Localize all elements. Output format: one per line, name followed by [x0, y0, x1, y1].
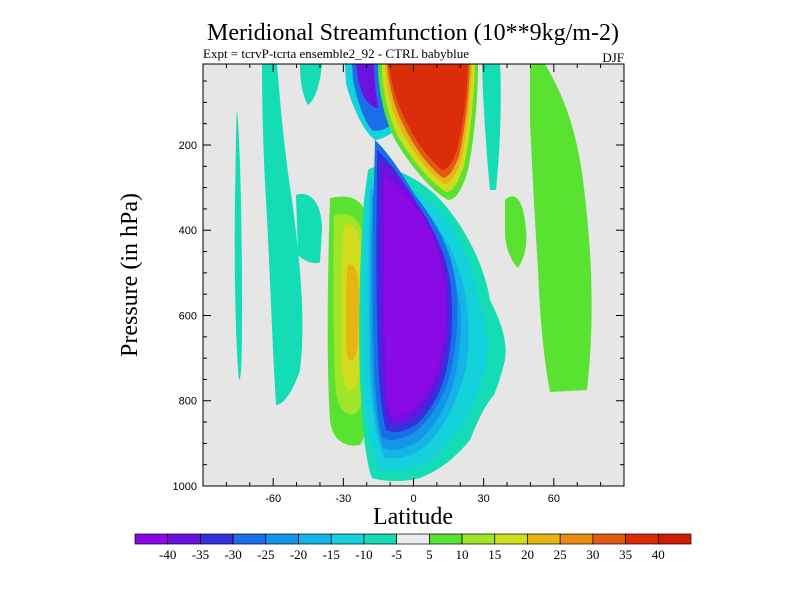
colorbar-swatch — [298, 533, 332, 545]
y-axis-ticks: 200 400 600 800 1000 — [173, 80, 624, 493]
colorbar-label: -5 — [391, 547, 402, 562]
colorbar-swatch — [200, 533, 234, 545]
chart-subtitle: Expt = tcrvP-tcrta ensemble2_92 - CTRL b… — [203, 46, 469, 61]
positive-cell-nh-midlat — [505, 64, 592, 392]
colorbar-swatch — [527, 533, 561, 545]
colorbar-label: 25 — [554, 547, 567, 562]
y-tick-label: 200 — [179, 140, 197, 152]
contour-tongue-inner — [356, 64, 378, 108]
chart-title: Meridional Streamfunction (10**9kg/m-2) — [207, 20, 619, 46]
colorbar-swatch — [265, 533, 299, 545]
positive-cell-upper — [378, 64, 478, 200]
colorbar — [134, 533, 692, 545]
colorbar-swatch — [592, 533, 626, 545]
x-tick-label: 0 — [410, 493, 416, 505]
season-label: DJF — [602, 50, 624, 65]
contour-band-neg5-d — [300, 64, 322, 105]
contour-band-neg40 — [384, 175, 446, 416]
weak-negative-bands — [234, 64, 501, 405]
colorbar-label: 30 — [586, 547, 599, 562]
colorbar-label: 15 — [488, 547, 501, 562]
contour-band-20 — [346, 264, 359, 361]
contour-pos40 — [389, 64, 468, 170]
contour-band-neg5-e — [482, 64, 501, 190]
colorbar-label: -30 — [224, 547, 241, 562]
y-tick-label: 1000 — [173, 481, 197, 493]
colorbar-label: 40 — [652, 547, 665, 562]
contour-band-neg5-c — [296, 194, 322, 264]
contour-band-neg5-b — [234, 110, 242, 380]
colorbar-label: -10 — [355, 547, 372, 562]
x-tick-label: 30 — [478, 493, 490, 505]
colorbar-label: 35 — [619, 547, 632, 562]
hadley-cell-negative — [359, 140, 506, 481]
colorbar-label: -20 — [290, 547, 307, 562]
y-axis-label: Pressure (in hPa) — [117, 193, 143, 357]
colorbar-swatch — [429, 533, 463, 545]
colorbar-label: 5 — [426, 547, 433, 562]
x-axis-ticks: -60 -30 0 30 60 — [225, 64, 602, 505]
colorbar-swatch — [396, 533, 430, 545]
colorbar-label: -15 — [323, 547, 340, 562]
contour-plot — [202, 63, 625, 487]
x-tick-label: 60 — [548, 493, 560, 505]
colorbar-swatch — [461, 533, 496, 545]
colorbar-swatch — [134, 533, 169, 545]
colorbar-label: 20 — [521, 547, 534, 562]
colorbar-labels: -40 -35 -30 -25 -20 -15 -10 -5 5 10 15 20 25 30 35 40 — [159, 547, 665, 562]
colorbar-swatch — [657, 533, 692, 545]
y-tick-label: 400 — [179, 225, 197, 237]
x-tick-label: -60 — [265, 493, 281, 505]
colorbar-swatch — [625, 533, 659, 545]
y-tick-label: 800 — [179, 396, 197, 408]
colorbar-swatch — [167, 533, 201, 545]
colorbar-swatch — [559, 533, 594, 545]
colorbar-swatch — [330, 533, 365, 545]
colorbar-label: -35 — [192, 547, 209, 562]
colorbar-swatch — [232, 533, 267, 545]
contour-band-neg5-a — [262, 64, 303, 405]
colorbar-label: 10 — [456, 547, 469, 562]
colorbar-label: -40 — [159, 547, 176, 562]
contour-band-5-nh-small — [505, 196, 527, 268]
colorbar-swatch — [363, 533, 397, 545]
colorbar-swatch — [494, 533, 528, 545]
y-tick-label: 600 — [179, 310, 197, 322]
x-tick-label: -30 — [335, 493, 351, 505]
x-axis-label: Latitude — [373, 504, 453, 530]
contour-band-5-nh — [530, 64, 592, 392]
colorbar-label: -25 — [257, 547, 274, 562]
